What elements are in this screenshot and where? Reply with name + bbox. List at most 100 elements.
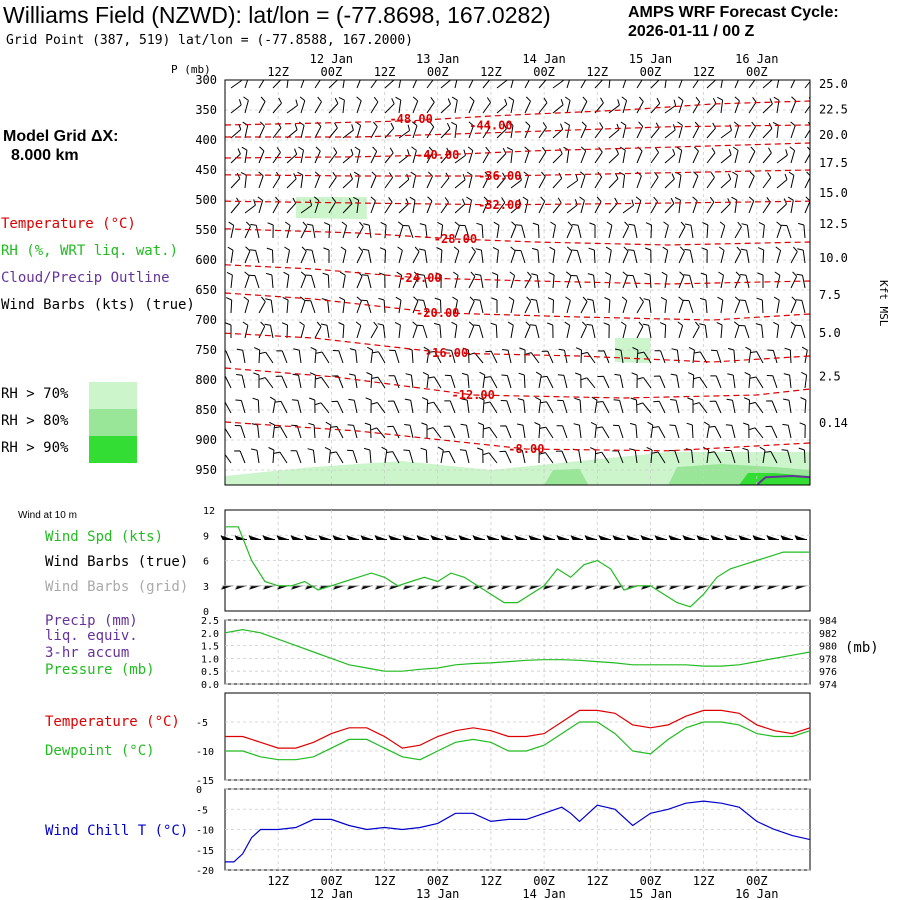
- wind-barb: [788, 171, 795, 189]
- wind-barb: [467, 146, 474, 164]
- wind-barb: [300, 246, 307, 264]
- wind-barb: [286, 99, 298, 114]
- surface-grid-barb: [570, 585, 583, 590]
- wind-barb: [409, 196, 416, 214]
- surface-barb: [654, 535, 667, 540]
- surface-barb: [528, 535, 541, 540]
- forecast-cycle: AMPS WRF Forecast Cycle: 2026-01-11 / 00…: [628, 3, 839, 41]
- wind-barb: [663, 221, 669, 239]
- wind-barb: [370, 196, 376, 214]
- wind-barb: [284, 246, 290, 264]
- wind-barb: [740, 274, 750, 289]
- wind-barb: [739, 299, 750, 314]
- wind-barb: [709, 425, 722, 439]
- wind-barb: [716, 321, 723, 339]
- wind-barb: [404, 424, 414, 439]
- surface-barb: [360, 535, 373, 540]
- wind-barb: [692, 196, 698, 214]
- wind-barb: [759, 446, 766, 464]
- pressure-line: [224, 628, 811, 672]
- wind-barb: [636, 121, 644, 139]
- wind-barb: [342, 148, 354, 164]
- precip-tick: 2.5: [201, 616, 219, 627]
- pressure-tick: 976: [819, 667, 837, 678]
- wind-barb: [328, 147, 338, 164]
- wind-barb: [589, 222, 596, 238]
- wind-barb: [243, 96, 249, 114]
- wind-speed-tick: 3: [203, 582, 209, 593]
- wind-barb: [530, 298, 540, 314]
- wind-barb: [339, 296, 346, 314]
- wind-barb: [454, 149, 466, 164]
- wind-barb: [692, 171, 699, 189]
- pressure-tick-label: 850: [195, 403, 217, 417]
- top-date-label: 16 Jan: [735, 52, 778, 66]
- surface-grid-barb: [486, 585, 499, 590]
- wind-barb: [564, 96, 571, 114]
- legend-3hr-accum: 3-hr accum: [45, 645, 130, 661]
- wind-barb: [664, 99, 677, 114]
- wind-barb: [356, 271, 363, 289]
- wind-barb: [734, 80, 739, 89]
- wind-barb: [416, 324, 428, 339]
- wind-barb: [720, 80, 723, 89]
- wind-barb: [268, 447, 275, 464]
- wind-barb: [622, 221, 630, 239]
- wind-barb: [608, 123, 620, 139]
- wind-barb: [573, 423, 582, 439]
- wind-barb: [402, 225, 414, 239]
- wind-barb: [606, 221, 613, 239]
- wind-barb: [244, 271, 250, 289]
- height-axis-title: Kft MSL: [877, 280, 890, 327]
- wind-speed-line: [225, 526, 810, 608]
- wind-barb: [395, 96, 402, 114]
- wind-barb: [804, 196, 810, 214]
- wind-barb: [474, 273, 484, 289]
- wind-barb: [286, 123, 298, 139]
- wind-barb: [258, 171, 264, 189]
- wind-barb: [538, 122, 547, 139]
- wind-barb: [692, 121, 700, 139]
- wind-barb: [230, 123, 242, 139]
- wind-barb: [653, 375, 666, 389]
- wind-barb: [244, 246, 251, 264]
- wind-barb: [720, 148, 732, 164]
- wind-barb: [523, 171, 530, 189]
- isotherm-line: [225, 421, 810, 452]
- wind-barb: [426, 146, 434, 164]
- wind-barb: [678, 246, 685, 264]
- wind-barb: [652, 451, 666, 464]
- wind-barb: [433, 322, 442, 339]
- rh-blob-80: [544, 468, 589, 485]
- wind-barb: [300, 271, 307, 289]
- wind-barb: [226, 271, 233, 289]
- wind-barb: [594, 147, 603, 164]
- wind-barb: [459, 224, 470, 239]
- surface-grid-barb: [724, 585, 737, 590]
- surface-grid-barb: [430, 585, 443, 590]
- wind-barb: [619, 171, 626, 189]
- wind-barb: [419, 248, 428, 264]
- height-tick-label: 22.5: [819, 102, 848, 116]
- wind-barb: [750, 376, 764, 389]
- wind-barb: [535, 396, 542, 414]
- height-tick-label: 10.0: [819, 251, 848, 265]
- wind-barb: [355, 321, 362, 339]
- wind-barb: [741, 223, 750, 239]
- wind-barb: [395, 296, 402, 314]
- surface-grid-barb: [738, 585, 751, 590]
- wind-barb: [720, 198, 731, 214]
- wind-barb: [290, 450, 302, 464]
- wind-barb: [370, 321, 378, 339]
- legend-rh90-swatch: [89, 436, 137, 463]
- wind-barb: [587, 298, 596, 314]
- wind-barb: [621, 296, 628, 314]
- wind-barb: [613, 399, 624, 414]
- wind-barb: [556, 425, 568, 439]
- wind-barb: [508, 96, 515, 114]
- wind-barb: [267, 222, 274, 239]
- wind-barb: [596, 401, 610, 414]
- wind-barb: [594, 196, 602, 214]
- wind-barb: [461, 372, 470, 389]
- wind-barb: [725, 449, 736, 464]
